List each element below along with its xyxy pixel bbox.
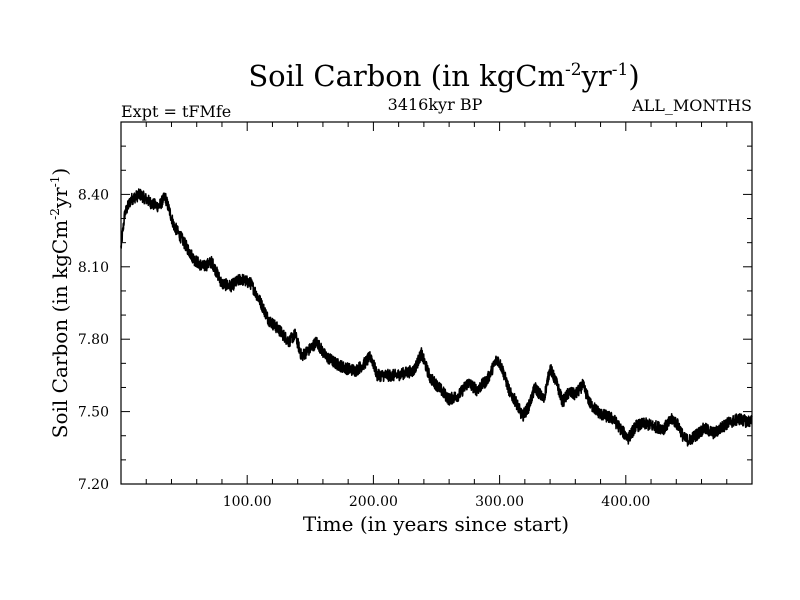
subtitle-experiment: Expt = tFMfe xyxy=(121,102,231,121)
chart-title: Soil Carbon (in kgCm-2yr-1) xyxy=(248,59,639,93)
y-tick-label: 8.40 xyxy=(78,187,109,203)
y-tick-label: 7.50 xyxy=(78,405,109,421)
x-tick-label: 100.00 xyxy=(223,494,272,510)
x-tick-label: 200.00 xyxy=(349,494,398,510)
subtitle-months: ALL_MONTHS xyxy=(631,96,752,115)
x-axis-label: Time (in years since start) xyxy=(303,512,569,536)
series-line-group xyxy=(120,188,753,447)
axis-ticks: 100.00 200.00 300.00 400.00 7.20 7.50 7.80 8.10… xyxy=(78,122,752,510)
y-axis-label: Soil Carbon (in kgCm-2yr-1) xyxy=(48,168,72,438)
y-tick-label: 7.80 xyxy=(78,332,109,348)
subtitle-period: 3416kyr BP xyxy=(388,95,483,114)
y-tick-label: 7.20 xyxy=(78,477,109,493)
y-tick-label: 8.10 xyxy=(78,260,109,276)
plot-frame xyxy=(120,121,753,485)
x-tick-label: 300.00 xyxy=(475,494,524,510)
soil-carbon-series-line xyxy=(120,188,753,447)
x-tick-label: 400.00 xyxy=(601,494,650,510)
